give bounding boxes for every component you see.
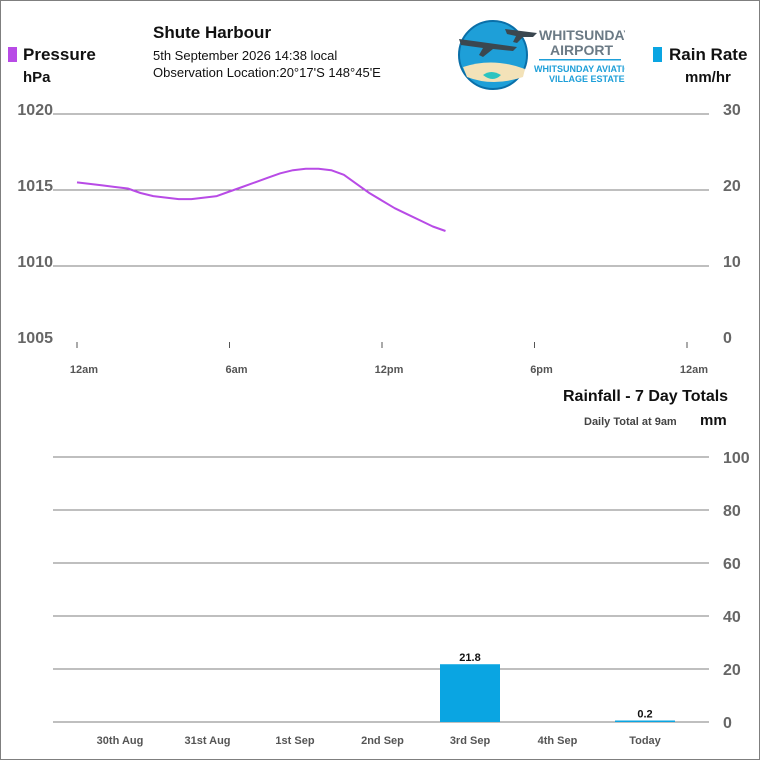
location-label: Observation Location: [153,65,280,80]
rainfall-bar [440,664,500,722]
rainfall-bar-value-label: 21.8 [459,652,480,664]
rainfall-subtitle: Daily Total at 9am [584,416,677,428]
whitsunday-airport-logo: WHITSUNDAY AIRPORT WHITSUNDAY AVIATION V… [453,17,638,93]
rainfall-category-label: 1st Sep [275,735,314,747]
observation-location: Observation Location:20°17'S 148°45'E [153,65,381,80]
svg-text:WHITSUNDAY: WHITSUNDAY [539,27,625,43]
location-value: 20°17'S 148°45'E [279,65,381,80]
pressure-y-tick-label: 1010 [17,254,53,271]
svg-text:VILLAGE ESTATE: VILLAGE ESTATE [549,74,625,84]
rainfall-category-label: 2nd Sep [361,735,404,747]
svg-text:AIRPORT: AIRPORT [550,42,613,58]
rainfall-y-tick-label: 100 [723,450,750,467]
time-axis-label: 12am [680,364,708,376]
rain-rate-legend-label: Rain Rate [669,45,748,64]
rainfall-category-label: 4th Sep [538,735,578,747]
rainfall-unit-label: mm [700,412,727,429]
rainfall-bar [615,720,675,722]
time-axis-label: 12pm [375,364,404,376]
rainfall-category-label: 30th Aug [97,735,144,747]
observation-datetime: 5th September 2026 14:38 local [153,48,338,63]
pressure-unit-label: hPa [23,69,51,86]
rain-rate-legend-swatch [653,47,662,62]
rainfall-category-label: 31st Aug [184,735,230,747]
time-axis-label: 12am [70,364,98,376]
pressure-y-tick-label: 1020 [17,102,53,119]
pressure-legend-swatch [8,47,17,62]
pressure-series-line [76,167,446,232]
rainfall-y-tick-label: 40 [723,609,741,626]
svg-text:WHITSUNDAY AVIATION: WHITSUNDAY AVIATION [534,64,625,74]
rain-rate-unit-label: mm/hr [685,69,731,86]
rainfall-y-tick-label: 60 [723,556,741,573]
rainfall-category-label: 3rd Sep [450,735,491,747]
rain-rate-y-tick-label: 30 [723,102,741,119]
rain-rate-y-tick-label: 10 [723,254,741,271]
rain-rate-y-tick-label: 20 [723,178,741,195]
station-title: Shute Harbour [153,23,272,42]
pressure-y-tick-label: 1005 [17,330,53,347]
rain-rate-y-tick-label: 0 [723,330,732,347]
time-axis-label: 6pm [530,364,553,376]
time-axis-label: 6am [225,364,247,376]
rainfall-y-tick-label: 80 [723,503,741,520]
pressure-legend-label: Pressure [23,45,96,64]
rainfall-y-tick-label: 20 [723,662,741,679]
rainfall-y-tick-label: 0 [723,715,732,732]
pressure-y-tick-label: 1015 [17,178,53,195]
rainfall-title: Rainfall - 7 Day Totals [563,388,729,405]
rainfall-bar-value-label: 0.2 [637,709,652,721]
rainfall-category-label: Today [629,735,661,747]
